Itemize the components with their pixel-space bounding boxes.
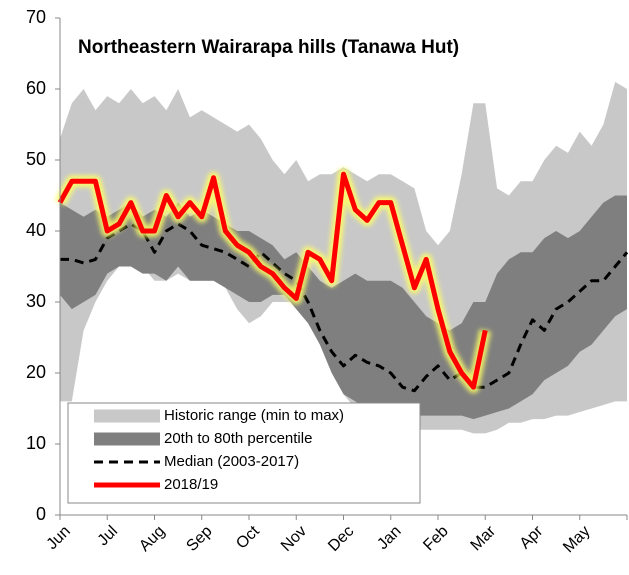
x-tick-label: Apr xyxy=(517,522,547,552)
chart-title: Northeastern Wairarapa hills (Tanawa Hut… xyxy=(78,37,459,58)
x-tick-label: Dec xyxy=(325,523,357,555)
data-line xyxy=(57,171,488,390)
y-tick-label: 70 xyxy=(26,7,46,27)
legend-label: Historic range (min to max) xyxy=(164,407,344,424)
y-tick-label: 40 xyxy=(26,220,46,240)
y-tick-label: 20 xyxy=(26,362,46,382)
x-tick-label: Jun xyxy=(44,523,74,553)
x-tick-label: May xyxy=(560,523,593,556)
x-tick-label: Sep xyxy=(183,523,215,555)
x-tick-label: Mar xyxy=(468,522,500,554)
y-tick-label: 0 xyxy=(36,504,46,524)
x-tick-label: Aug xyxy=(136,523,168,555)
legend-label: Median (2003-2017) xyxy=(164,453,299,470)
plot-area: 0 10 20 30 40 50 60 70 Jun Jul Aug Sep Oct Nov Dec Jan F… xyxy=(26,7,629,556)
x-tick-label: Nov xyxy=(278,523,310,555)
data-line xyxy=(60,222,629,393)
legend-label: 20th to 80th percentile xyxy=(164,430,312,447)
x-tick-label: Jul xyxy=(95,523,121,549)
legend-label: 2018/19 xyxy=(164,476,218,493)
x-tick-label: Jan xyxy=(374,523,404,553)
x-tick-label: Feb xyxy=(420,523,452,555)
y-tick-label: 30 xyxy=(26,291,46,311)
y-tick-label: 60 xyxy=(26,78,46,98)
y-tick-label: 10 xyxy=(26,433,46,453)
x-tick-label: Oct xyxy=(233,522,263,552)
y-tick-label: 50 xyxy=(26,149,46,169)
range-band xyxy=(60,195,627,420)
